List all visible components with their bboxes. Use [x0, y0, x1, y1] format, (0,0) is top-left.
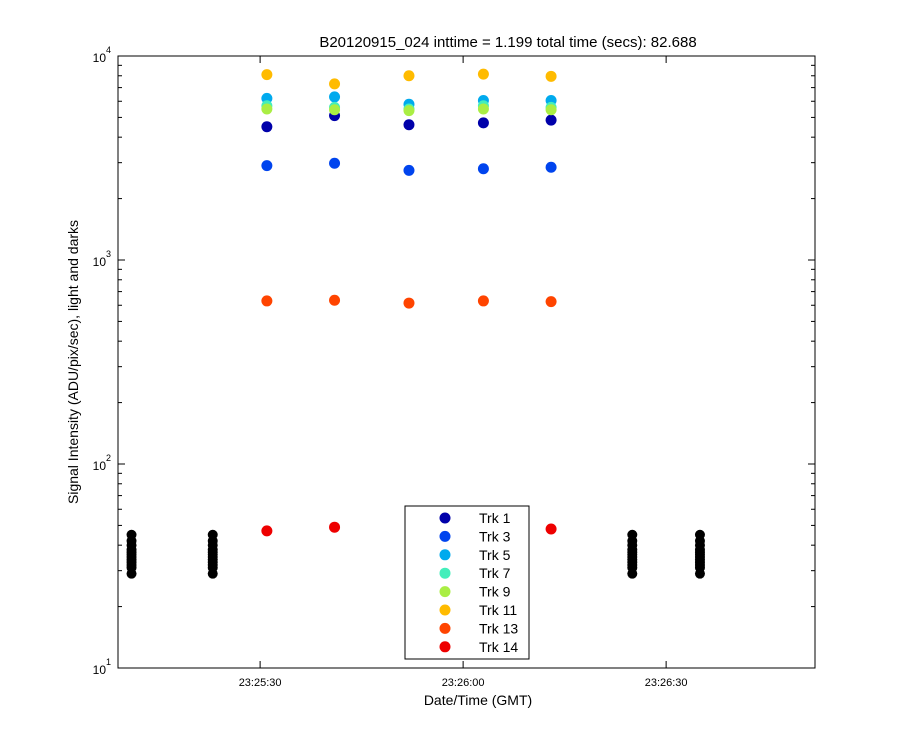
- y-axis-label: Signal Intensity (ADU/pix/sec), light an…: [65, 220, 81, 504]
- point-trk-9: [403, 105, 415, 117]
- legend-label: Trk 9: [479, 584, 511, 600]
- point-trk-11: [545, 70, 557, 82]
- y-tick-exponent: 2: [106, 453, 111, 463]
- point-trk-9: [545, 104, 557, 116]
- legend-label: Trk 11: [479, 602, 517, 618]
- x-axis: 23:25:30 23:26:00 23:26:30: [239, 56, 688, 689]
- y-tick-label: 10: [93, 51, 107, 65]
- point-trk-3: [403, 164, 415, 176]
- legend-label: Trk 3: [479, 528, 511, 544]
- x-tick-label: 23:26:00: [442, 677, 485, 689]
- y-tick-exponent: 3: [106, 249, 111, 259]
- point-trk-3: [477, 163, 489, 175]
- point-trk-3: [261, 160, 273, 172]
- point-trk-9: [261, 103, 273, 115]
- point-trk-1: [261, 121, 273, 133]
- point-trk-14: [545, 523, 557, 535]
- legend-box: [404, 505, 530, 660]
- point-trk-3: [329, 157, 341, 169]
- y-tick-label: 10: [93, 255, 107, 269]
- point-trk-11: [403, 70, 415, 82]
- dark-point: [694, 529, 705, 540]
- legend-marker: [439, 512, 451, 524]
- y-tick-exponent: 4: [106, 45, 111, 55]
- legend-label: Trk 1: [479, 510, 511, 526]
- dark-point: [126, 529, 137, 540]
- point-trk-13: [477, 295, 489, 307]
- legend-marker: [439, 604, 451, 616]
- legend-marker: [439, 586, 451, 598]
- legend-marker: [439, 641, 451, 653]
- legend-marker: [439, 622, 451, 634]
- plot-frame: [117, 55, 816, 669]
- x-tick-label: 23:26:30: [645, 677, 688, 689]
- y-tick-exponent: 1: [106, 657, 111, 667]
- y-tick-label: 10: [93, 459, 107, 473]
- legend-marker: [439, 530, 451, 542]
- plot-area: [117, 55, 816, 669]
- y-tick-label: 10: [93, 663, 107, 677]
- legend: Trk 1 Trk 3 Trk 5 Trk 7 Trk 9 Trk 11 Trk 13 Trk…: [404, 505, 530, 660]
- point-trk-11: [329, 78, 341, 90]
- point-trk-14: [261, 525, 273, 537]
- point-trk-13: [261, 295, 273, 307]
- point-trk-13: [545, 296, 557, 308]
- dark-point: [627, 529, 638, 540]
- legend-marker: [439, 567, 451, 579]
- legend-label: Trk 5: [479, 547, 511, 563]
- point-trk-13: [403, 297, 415, 309]
- point-trk-1: [403, 119, 415, 131]
- point-trk-1: [477, 117, 489, 129]
- legend-label: Trk 14: [479, 639, 518, 655]
- point-trk-1: [545, 114, 557, 126]
- point-trk-9: [477, 103, 489, 115]
- chart-title: B20120915_024 inttime = 1.199 total time…: [319, 34, 696, 51]
- legend-label: Trk 7: [479, 565, 511, 581]
- data-points: [126, 68, 705, 579]
- legend-marker: [439, 549, 451, 561]
- point-trk-9: [329, 104, 341, 116]
- x-tick-label: 23:25:30: [239, 677, 282, 689]
- dark-point: [207, 529, 218, 540]
- point-trk-3: [545, 161, 557, 173]
- x-axis-label: Date/Time (GMT): [424, 692, 532, 708]
- point-trk-5: [329, 91, 341, 103]
- point-trk-13: [329, 294, 341, 306]
- legend-label: Trk 13: [479, 620, 518, 636]
- point-trk-14: [329, 521, 341, 533]
- point-trk-11: [261, 69, 273, 81]
- point-trk-11: [477, 68, 489, 80]
